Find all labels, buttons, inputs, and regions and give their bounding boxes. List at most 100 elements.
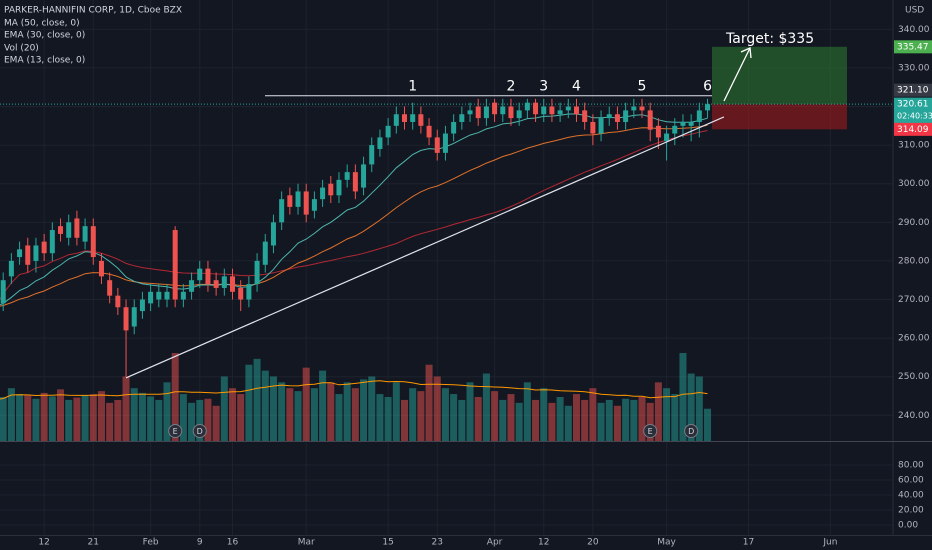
volume-bar bbox=[97, 391, 105, 441]
volume-bar bbox=[401, 399, 408, 441]
y-tick-label: 40.00 bbox=[898, 491, 924, 501]
y-tick-label: 290.00 bbox=[898, 218, 930, 228]
candle-body bbox=[442, 133, 448, 153]
volume-bar bbox=[7, 388, 15, 441]
candle-body bbox=[115, 295, 121, 308]
x-tick-label: 15 bbox=[382, 538, 393, 548]
candle-body bbox=[303, 191, 309, 215]
volume-bar bbox=[188, 402, 196, 441]
volume-bar bbox=[540, 388, 548, 441]
candle-body bbox=[492, 102, 498, 115]
volume-bar bbox=[572, 394, 580, 441]
volume-bar bbox=[605, 399, 613, 441]
event-label: E bbox=[173, 427, 178, 436]
target-zone bbox=[712, 46, 847, 105]
candle-body bbox=[508, 106, 514, 119]
candle-body bbox=[148, 291, 154, 304]
pattern-label: 5 bbox=[638, 79, 647, 95]
candle-body bbox=[385, 125, 391, 138]
candle-body bbox=[0, 280, 6, 304]
candle-body bbox=[352, 172, 358, 192]
candle-body bbox=[221, 276, 227, 288]
volume-bar bbox=[286, 388, 294, 441]
x-tick-label: 12 bbox=[38, 538, 49, 548]
volume-bar bbox=[48, 396, 56, 441]
candle-body bbox=[131, 307, 137, 327]
volume-bar bbox=[106, 402, 114, 441]
overlay: 1 2 3 4 5 6 Target: $335 E D E D bbox=[168, 31, 814, 438]
volume-bar bbox=[597, 402, 605, 441]
x-tick-label: Apr bbox=[487, 538, 503, 548]
volume-ma bbox=[0, 380, 708, 400]
price-tag-label: 321.10 bbox=[897, 86, 929, 96]
volume-bar bbox=[269, 376, 277, 441]
candle-body bbox=[139, 299, 145, 312]
volume-bar bbox=[89, 394, 97, 441]
event-label: D bbox=[197, 427, 203, 436]
candle-body bbox=[25, 245, 31, 265]
candle-body bbox=[688, 121, 694, 126]
price-tag bbox=[894, 83, 932, 97]
volume-bar bbox=[425, 364, 433, 441]
y-tick-label: 80.00 bbox=[898, 461, 924, 471]
candle-body bbox=[451, 121, 457, 134]
legend-item: EMA (13, close, 0) bbox=[4, 56, 85, 66]
y-tick-label: 240.00 bbox=[898, 411, 930, 421]
x-tick-label: May bbox=[657, 538, 676, 548]
pattern-label: 6 bbox=[703, 79, 712, 95]
candle-body bbox=[664, 133, 670, 142]
volume-bar bbox=[515, 402, 523, 441]
volume-bar bbox=[24, 395, 32, 441]
volume-bar bbox=[204, 398, 212, 441]
candle-body bbox=[246, 284, 252, 300]
price-tag-label: 335.47 bbox=[897, 42, 929, 52]
y-tick-label: 260.00 bbox=[898, 334, 930, 344]
candle-body bbox=[205, 268, 211, 285]
volume-bar bbox=[499, 399, 507, 441]
candle-body bbox=[606, 114, 612, 119]
candle-body bbox=[17, 249, 23, 258]
candle-body bbox=[393, 114, 399, 126]
event-marker bbox=[168, 424, 183, 438]
volume-bar bbox=[237, 394, 245, 441]
candle-body bbox=[369, 145, 375, 165]
volume-bar bbox=[122, 376, 130, 441]
candle-body bbox=[328, 183, 334, 196]
volume-bar bbox=[179, 394, 187, 441]
volume-bar bbox=[491, 391, 499, 441]
candle-body bbox=[156, 291, 162, 300]
x-tick-label: Feb bbox=[143, 538, 159, 548]
candle-body bbox=[107, 280, 113, 296]
volume-bar bbox=[229, 388, 237, 441]
volume-bar bbox=[589, 388, 597, 441]
candle-body bbox=[41, 241, 47, 254]
legend-item: MA (50, close, 0) bbox=[4, 19, 80, 29]
candle-body bbox=[557, 110, 563, 115]
volume-bar bbox=[474, 397, 482, 441]
pattern-label: 4 bbox=[572, 79, 581, 95]
candle-body bbox=[320, 187, 326, 200]
candle-body bbox=[533, 102, 539, 115]
event-marker bbox=[684, 424, 699, 438]
volume-bar bbox=[0, 397, 7, 441]
ema-30 bbox=[0, 124, 708, 307]
candle-body bbox=[524, 102, 530, 111]
volume-bar bbox=[138, 392, 146, 441]
volume-bar bbox=[695, 376, 703, 441]
volume-bar bbox=[335, 394, 343, 441]
volume-bar bbox=[351, 388, 359, 441]
candle-body bbox=[631, 106, 637, 111]
candle-body bbox=[647, 110, 653, 130]
candle-body bbox=[549, 106, 555, 115]
y-tick-label: 20.00 bbox=[898, 506, 924, 516]
target-label: Target: $335 bbox=[725, 31, 814, 47]
volume-bar bbox=[638, 397, 646, 441]
plot-area bbox=[0, 46, 893, 441]
candle-body bbox=[361, 164, 367, 188]
candle-body bbox=[254, 260, 260, 285]
volume-bar bbox=[630, 399, 638, 441]
volume-bar bbox=[654, 382, 662, 441]
candle-body bbox=[623, 110, 629, 122]
x-tick-label: 17 bbox=[743, 538, 754, 548]
volume-bar bbox=[613, 405, 621, 441]
